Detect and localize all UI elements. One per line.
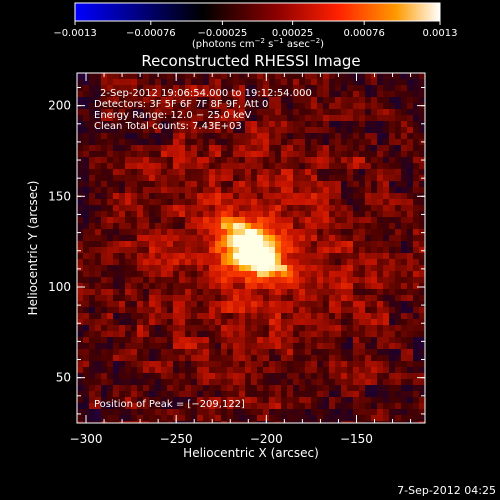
colorbar-ticks [74,21,441,25]
x-tick-label: −300 [70,432,103,446]
plot-area [77,73,425,423]
x-tick-label: −250 [160,432,193,446]
info-line: Detectors: 3F 5F 6F 7F 8F 9F, Att 0 [94,99,268,110]
colorbar-tick-label: −0.00076 [126,28,176,39]
colorbar-tick-label: 0.00076 [344,28,385,39]
chart-title: Reconstructed RHESSI Image [141,52,360,70]
x-tick-label: −200 [250,432,283,446]
y-tick-label: 200 [48,99,71,113]
colorbar-tick-labels: −0.0013 −0.00076 −0.00025 0.00025 0.00076 0.0… [53,28,457,39]
y-axis-label: Heliocentric Y (arcsec) [26,181,40,316]
colorbar: −0.0013 −0.00076 −0.00025 0.00025 0.00076 0.0… [53,2,458,50]
info-text: 2-Sep-2012 19:06:54.000 to 19:12:54.000D… [94,88,312,132]
y-axis: 50 100 150 200 [48,87,425,415]
info-line: 2-Sep-2012 19:06:54.000 to 19:12:54.000 [100,88,312,99]
y-tick-label: 100 [48,280,71,294]
x-axis-label: Heliocentric X (arcsec) [183,446,319,460]
plot-frame [76,72,426,424]
colorbar-tick-label: −0.00025 [198,28,248,39]
colorbar-tick-label: 0.0013 [423,28,458,39]
y-tick-label: 50 [56,371,71,385]
x-tick-label: −150 [340,432,373,446]
colorbar-tick-label: −0.0013 [53,28,96,39]
peak-position-label: Position of Peak = [−209,122] [94,399,245,410]
info-line: Energy Range: 12.0 − 25.0 keV [94,110,251,121]
info-line: Clean Total counts: 7.43E+03 [94,121,242,132]
timestamp: 7-Sep-2012 04:25 [397,484,496,497]
colorbar-units: (photons cm−2 s−1 asec−2) [192,37,324,50]
y-tick-label: 150 [48,189,71,203]
x-axis: −300 −250 −200 −150 [70,73,412,446]
colorbar-tick-label: 0.00025 [272,28,313,39]
